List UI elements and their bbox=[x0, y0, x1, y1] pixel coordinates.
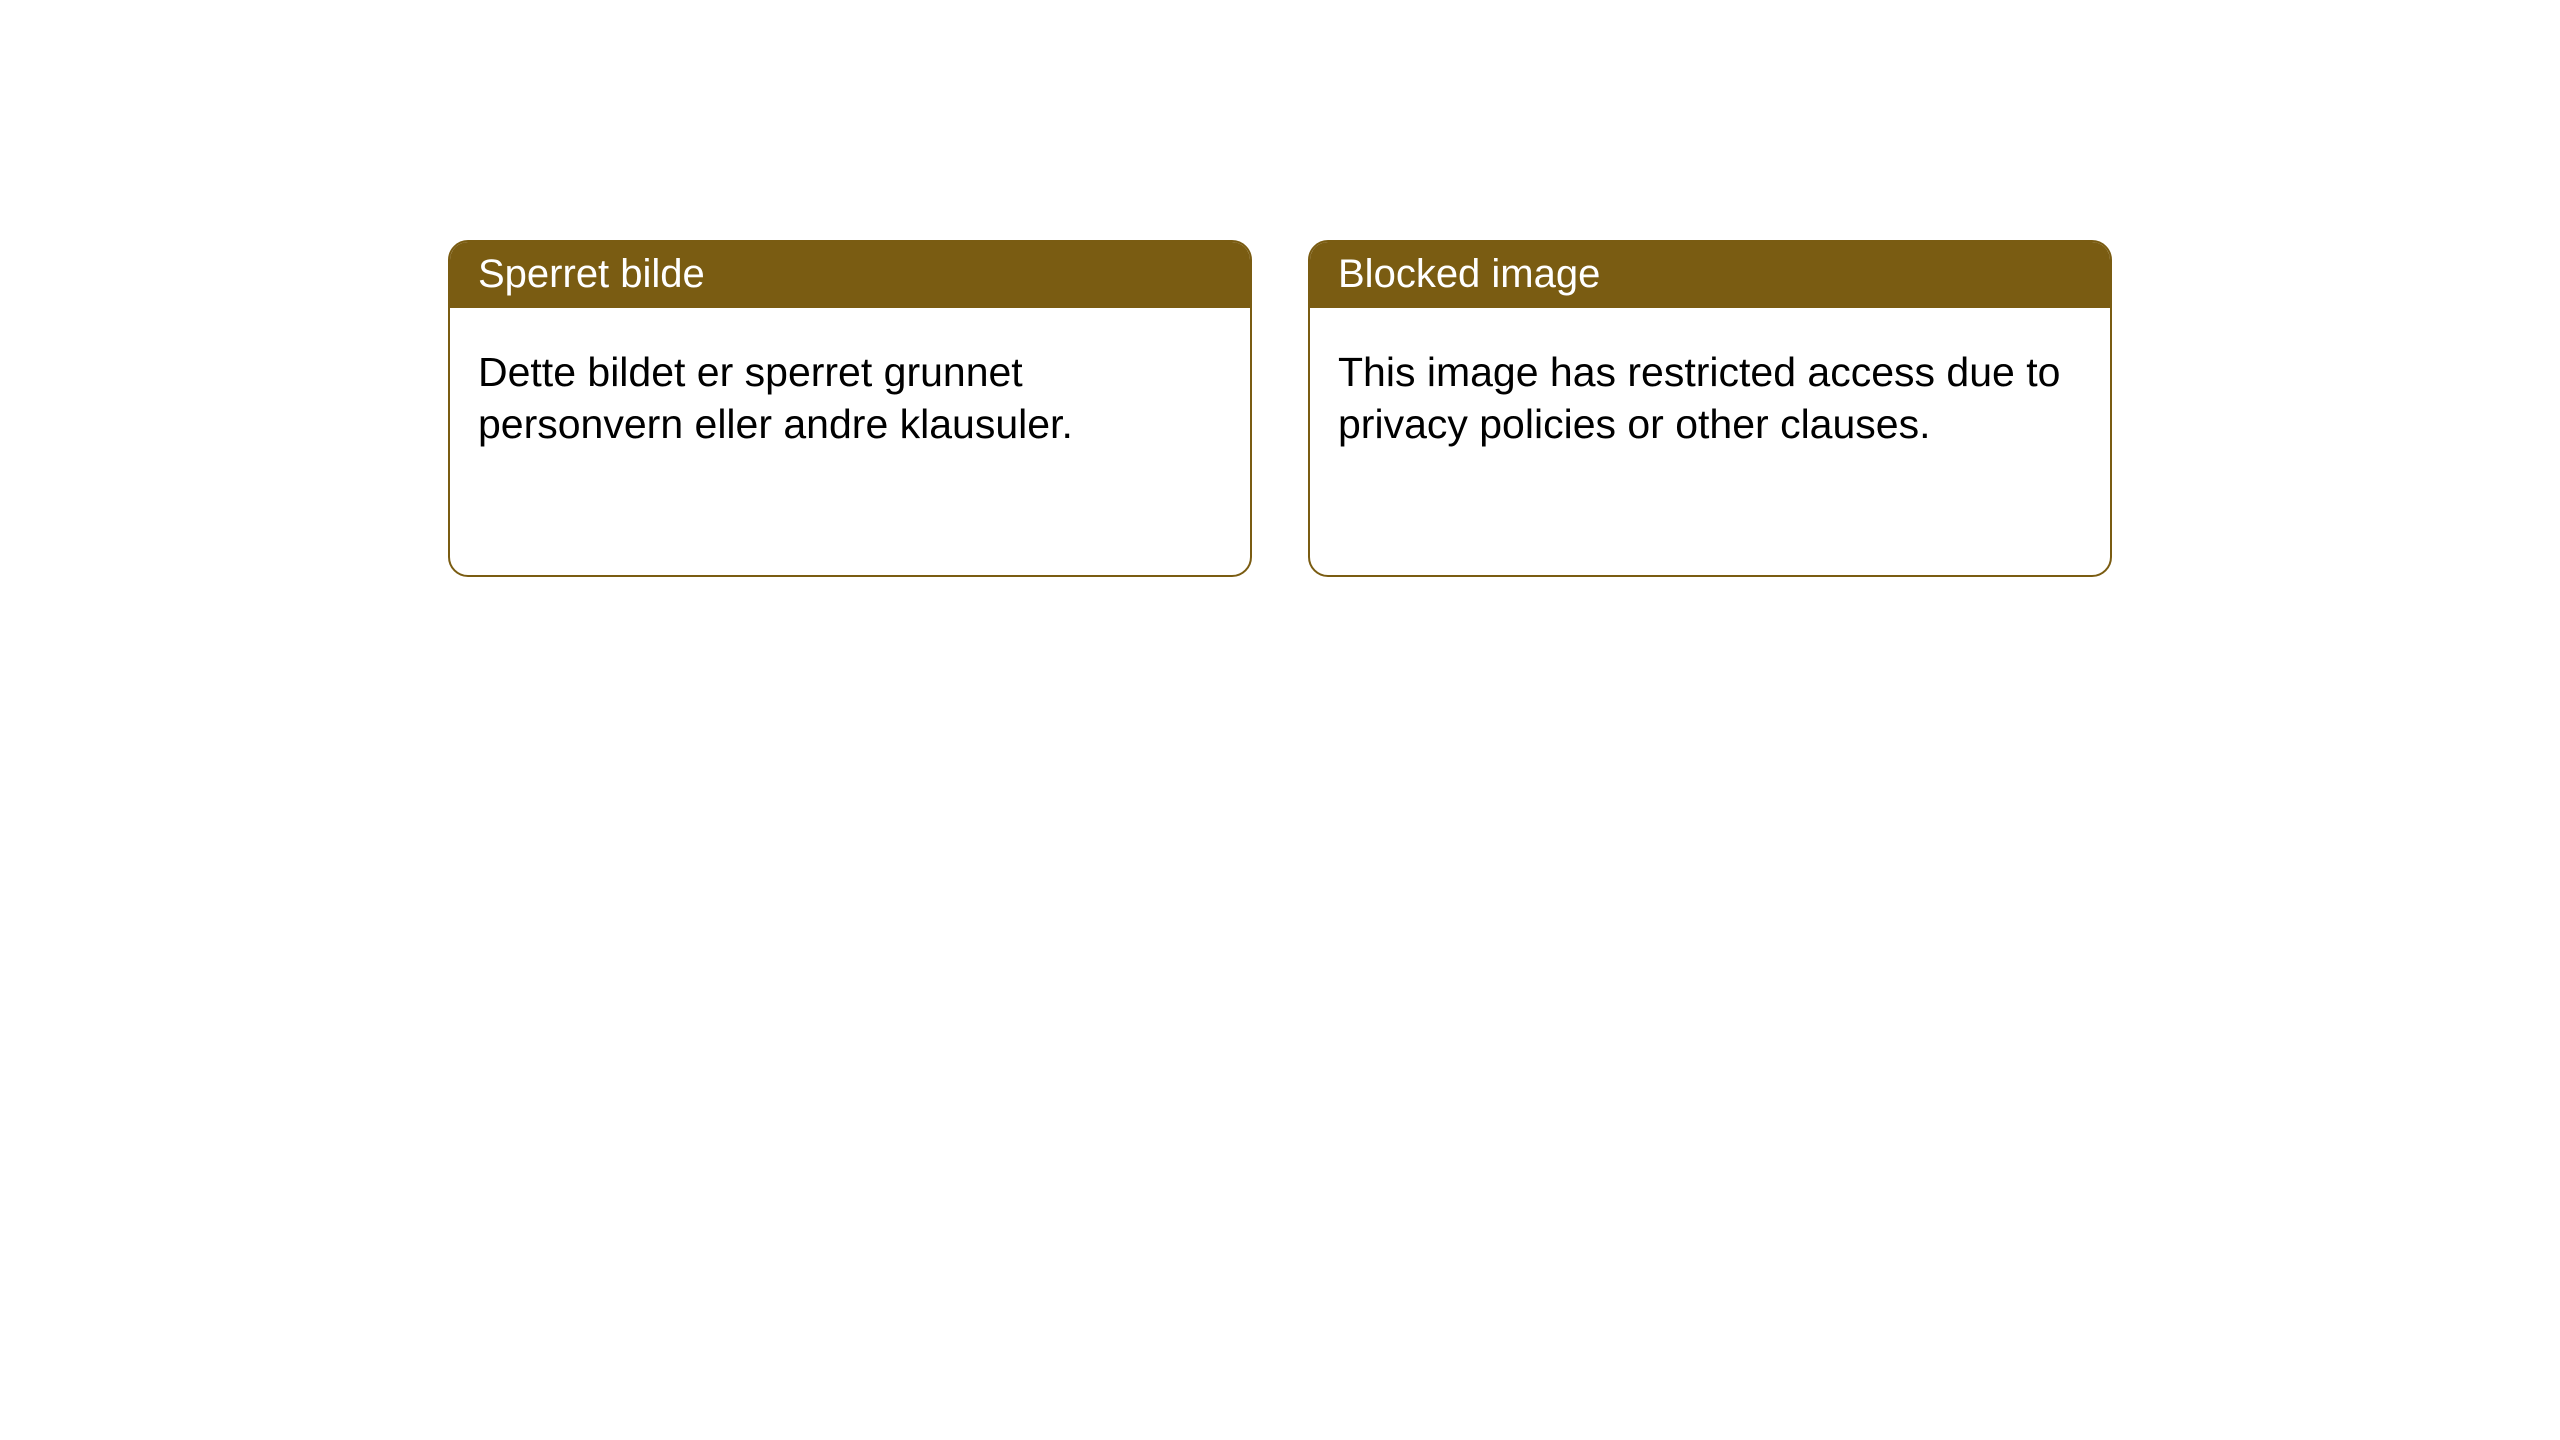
notice-cards-row: Sperret bilde Dette bildet er sperret gr… bbox=[0, 0, 2560, 577]
notice-card-body: Dette bildet er sperret grunnet personve… bbox=[450, 308, 1250, 478]
notice-card-header: Sperret bilde bbox=[450, 242, 1250, 308]
notice-card-body: This image has restricted access due to … bbox=[1310, 308, 2110, 478]
notice-card-header: Blocked image bbox=[1310, 242, 2110, 308]
notice-card-norwegian: Sperret bilde Dette bildet er sperret gr… bbox=[448, 240, 1252, 577]
notice-card-english: Blocked image This image has restricted … bbox=[1308, 240, 2112, 577]
